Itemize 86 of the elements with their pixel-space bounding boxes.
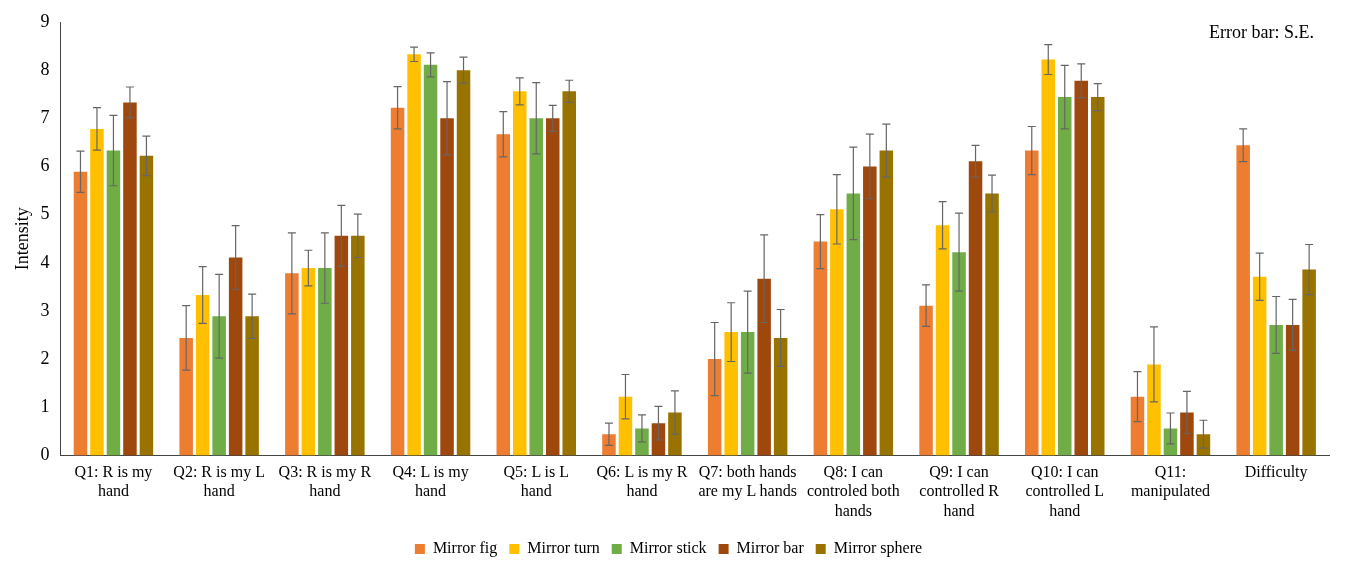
bar [245,316,259,456]
bar [1252,276,1267,456]
bar [179,337,193,456]
bar [773,337,788,456]
x-tick-label: Q2: R is my L hand [173,463,265,500]
bar [195,295,210,456]
y-tick-label: 9 [40,10,50,31]
bar [529,118,544,456]
bar [1236,145,1250,456]
bar [985,193,999,456]
y-tick-label: 5 [40,203,50,224]
bar [285,273,299,456]
bar [228,257,243,456]
bar [1302,269,1316,456]
y-tick-label: 4 [40,251,50,272]
bar [618,396,633,456]
bar [740,332,755,456]
y-tick-label: 8 [40,58,50,79]
bar [1147,364,1161,456]
bar [1057,97,1072,456]
x-tick-label: Q8: I can controled both hands [806,463,900,519]
x-tick-label: Q6: L is my R hand [596,463,688,500]
bar [1180,412,1194,456]
bar [830,209,844,456]
bar [952,252,966,456]
bar [456,70,471,456]
bar [707,359,722,456]
legend-label: Mirror sphere [833,539,923,558]
bar [301,268,316,456]
y-tick-label: 2 [40,347,50,368]
x-tick-label: Q3: R is my R hand [278,463,372,500]
bar [1090,97,1105,456]
bar [334,235,349,456]
legend-label: Mirror turn [527,539,600,557]
bar [846,193,861,456]
bar [390,107,405,456]
bar [106,150,121,456]
bar [73,171,88,456]
legend-label: Mirror bar [736,539,805,557]
y-tick-label: 3 [40,299,50,320]
bar [440,118,454,456]
bar [351,235,365,456]
y-tick-label: 7 [40,107,50,128]
x-tick-label: Q11: manipulated [1130,463,1210,501]
bar [90,128,104,456]
bar [407,54,421,456]
bar [318,268,332,456]
bar [668,412,682,456]
annotation: Error bar: S.E. [1209,21,1314,42]
bar [724,332,738,456]
x-tick-label: Q7: both hands are my L hands [698,463,797,501]
bar [879,150,894,456]
y-tick-label: 1 [40,395,50,416]
bar [1163,428,1178,456]
bar [212,316,226,456]
x-tick-label: Q1: R is my hand [74,463,153,500]
x-tick-label: Q5: L is L hand [503,463,570,500]
bar [813,241,828,456]
bar [1074,80,1088,456]
y-axis-title: Intensity [11,207,32,271]
bar [139,155,154,456]
bar [919,305,933,456]
y-tick-label: 6 [40,155,50,176]
x-tick-label: Q4: L is my hand [392,463,469,500]
bar [1269,324,1283,456]
bar [1041,59,1056,456]
x-tick-label: Q10: I can controlled L hand [1025,463,1105,519]
bar [545,118,560,456]
bar [863,166,877,456]
bar [935,225,950,456]
legend-label: Mirror fig [432,539,498,558]
bar [423,64,438,456]
y-tick-label: 0 [40,444,50,465]
bar [1025,150,1039,456]
bar [1130,396,1145,456]
bar [496,134,511,456]
bar [123,102,137,456]
x-tick-label: Q9: I can controlled R hand [919,463,1000,519]
bar [602,434,616,456]
bar [968,161,983,456]
bar [562,91,576,456]
bar [757,278,771,456]
bar [1285,324,1300,456]
bar [513,91,527,456]
x-tick-label: Difficulty [1244,463,1308,482]
legend-label: Mirror stick [629,539,707,557]
